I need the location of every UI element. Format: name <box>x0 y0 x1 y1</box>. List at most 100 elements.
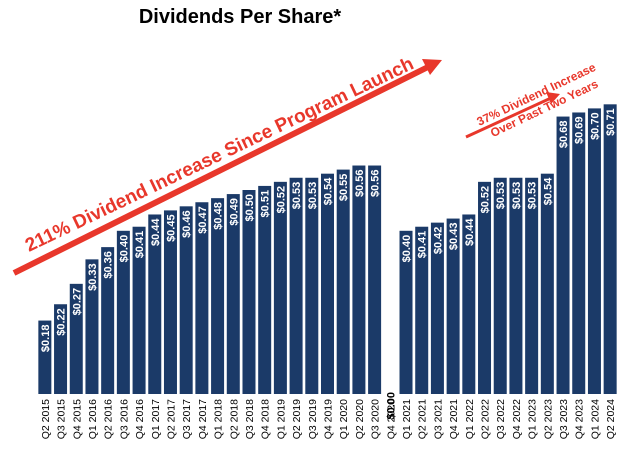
x-tick-q1-2023: Q1 2023 <box>527 399 539 439</box>
bar-q2-2022 <box>478 181 492 394</box>
value-label-q4-2019: $0.54 <box>323 177 335 205</box>
value-label-q2-2016: $0.36 <box>103 251 115 279</box>
bar-q3-2021 <box>430 222 444 394</box>
value-label-q1-2019: $0.52 <box>275 186 287 214</box>
annotation-arrow-2 <box>465 92 560 139</box>
bar-q1-2022 <box>462 214 476 394</box>
x-tick-q4-2021: Q4 2021 <box>448 399 460 439</box>
bars-group <box>38 104 617 395</box>
x-tick-q1-2021: Q1 2021 <box>401 399 413 439</box>
bar-q2-2016 <box>101 247 115 394</box>
value-label-q4-2015: $0.27 <box>71 288 83 316</box>
value-label-q1-2021: $0.40 <box>401 235 413 263</box>
value-label-q2-2018: $0.49 <box>228 198 240 226</box>
bar-q3-2020 <box>368 165 382 394</box>
bar-q3-2015 <box>54 304 68 394</box>
x-tick-q2-2018: Q2 2018 <box>228 399 240 439</box>
arrow-line-two-years <box>465 96 552 139</box>
x-tick-q4-2019: Q4 2019 <box>323 399 335 439</box>
value-label-q4-2022: $0.53 <box>511 182 523 210</box>
value-label-q4-2020: $0.00 <box>385 392 397 420</box>
x-tick-q4-2020: Q4 2020 <box>385 399 397 439</box>
bar-q1-2023 <box>525 177 539 394</box>
x-tick-q2-2022: Q2 2022 <box>480 399 492 439</box>
bar-q4-2017 <box>195 202 209 394</box>
bar-q3-2023 <box>556 116 570 394</box>
bar-q3-2016 <box>116 230 130 394</box>
bar-q3-2018 <box>242 190 256 394</box>
x-tick-q3-2022: Q3 2022 <box>495 399 507 439</box>
value-label-q1-2022: $0.44 <box>464 218 476 246</box>
value-label-q3-2021: $0.42 <box>432 227 444 255</box>
chart-title: Dividends Per Share* <box>139 6 342 28</box>
bar-q3-2022 <box>493 177 507 394</box>
value-label-q2-2015: $0.18 <box>40 325 52 353</box>
bar-q3-2017 <box>179 206 193 394</box>
bar-q4-2021 <box>446 218 460 394</box>
value-label-q3-2016: $0.40 <box>118 235 130 263</box>
value-labels-group: $0.18$0.22$0.27$0.33 $0.36$0.40 $0.41 $0.44… <box>40 108 617 419</box>
x-tick-q3-2015: Q3 2015 <box>56 399 68 439</box>
value-label-q2-2023: $0.54 <box>542 177 554 205</box>
value-label-q2-2019: $0.53 <box>291 182 303 210</box>
value-label-q4-2023: $0.69 <box>574 116 586 144</box>
bar-q2-2023 <box>540 173 554 394</box>
bar-q1-2024 <box>587 108 601 395</box>
value-label-q1-2017: $0.44 <box>150 218 162 246</box>
x-tick-q3-2017: Q3 2017 <box>181 399 193 439</box>
x-tick-q2-2015: Q2 2015 <box>40 399 52 439</box>
value-label-q2-2017: $0.45 <box>165 214 177 242</box>
value-label-q3-2015: $0.22 <box>56 308 68 336</box>
x-tick-q3-2016: Q3 2016 <box>118 399 130 439</box>
bar-q4-2018 <box>258 185 272 394</box>
bar-q1-2016 <box>85 259 99 394</box>
x-tick-q4-2022: Q4 2022 <box>511 399 523 439</box>
x-tick-q1-2020: Q1 2020 <box>338 399 350 439</box>
x-tick-q2-2016: Q2 2016 <box>103 399 115 439</box>
value-label-q2-2024: $0.71 <box>605 108 617 136</box>
x-tick-q2-2020: Q2 2020 <box>354 399 366 439</box>
x-tick-q3-2018: Q3 2018 <box>244 399 256 439</box>
arrow-line-program-launch <box>12 63 432 276</box>
arrow-head-two-years <box>546 92 560 104</box>
bar-q2-2018 <box>226 194 240 394</box>
bar-q3-2019 <box>305 177 319 394</box>
value-label-q2-2022: $0.52 <box>480 186 492 214</box>
bar-q1-2018 <box>211 198 225 394</box>
bar-q4-2015 <box>69 283 83 394</box>
value-label-q3-2023: $0.68 <box>558 121 570 149</box>
bar-q1-2017 <box>148 214 162 394</box>
x-tick-q1-2018: Q1 2018 <box>213 399 225 439</box>
x-tick-labels-group: Q2 2015 Q3 2015 Q4 2015 Q1 2016 Q2 2016 Q3 20… <box>40 399 617 439</box>
x-tick-q3-2023: Q3 2023 <box>558 399 570 439</box>
value-label-q3-2018: $0.50 <box>244 194 256 222</box>
value-label-q1-2024: $0.70 <box>589 112 601 140</box>
bar-q2-2019 <box>289 177 303 394</box>
value-label-q3-2019: $0.53 <box>307 182 319 210</box>
bar-q2-2017 <box>163 210 177 394</box>
x-tick-q1-2017: Q1 2017 <box>150 399 162 439</box>
x-tick-q1-2022: Q1 2022 <box>464 399 476 439</box>
annotation-arrow-1 <box>12 59 442 276</box>
x-tick-q4-2023: Q4 2023 <box>574 399 586 439</box>
value-label-q1-2020: $0.55 <box>338 174 350 202</box>
bar-q4-2016 <box>132 226 146 394</box>
x-tick-q4-2015: Q4 2015 <box>71 399 83 439</box>
x-tick-q2-2021: Q2 2021 <box>417 399 429 439</box>
value-label-q2-2021: $0.41 <box>417 231 429 259</box>
value-label-q2-2020: $0.56 <box>354 170 366 198</box>
x-tick-q4-2016: Q4 2016 <box>134 399 146 439</box>
x-tick-q3-2020: Q3 2020 <box>370 399 382 439</box>
bar-q2-2020 <box>352 165 366 394</box>
x-tick-q3-2021: Q3 2021 <box>432 399 444 439</box>
value-label-q1-2023: $0.53 <box>527 182 539 210</box>
value-label-q4-2016: $0.41 <box>134 231 146 259</box>
x-tick-q4-2017: Q4 2017 <box>197 399 209 439</box>
bar-q1-2021 <box>399 230 413 394</box>
bar-q4-2019 <box>321 173 334 394</box>
bar-q1-2020 <box>336 169 350 394</box>
arrow-head-program-launch <box>422 59 442 75</box>
x-tick-q2-2023: Q2 2023 <box>542 399 554 439</box>
value-label-q4-2017: $0.47 <box>197 206 209 234</box>
